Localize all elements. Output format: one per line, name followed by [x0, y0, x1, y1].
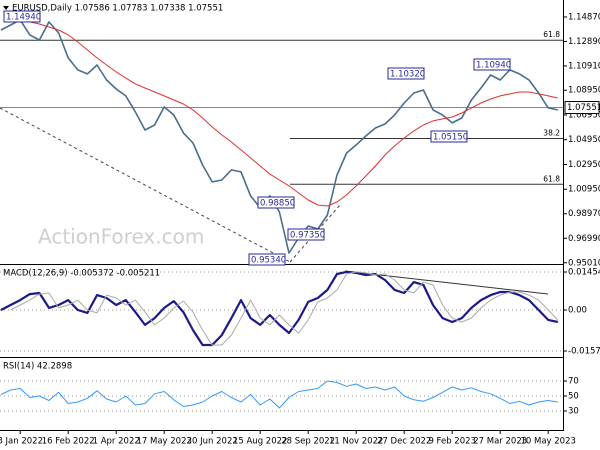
annotation-label: 1.10320: [390, 70, 425, 80]
y-tick-label: 1.10910: [568, 61, 600, 71]
y-tick-label: 0.00: [568, 306, 587, 316]
series-line: [29, 21, 558, 207]
annotation-box: [248, 253, 286, 266]
y-tick-label: 0.014549: [568, 268, 600, 278]
annotation-label: 0.95340: [251, 256, 286, 266]
annotation-box: [473, 58, 511, 71]
last-price-box: [564, 101, 600, 115]
x-tick-label: 1 Apr 2022: [93, 437, 140, 447]
y-tick-label: 1.14870: [568, 12, 600, 22]
annotation-label: 0.97350: [290, 231, 325, 241]
y-tick-label: 30: [568, 407, 579, 417]
y-tick-label: 1.04950: [568, 135, 600, 145]
y-tick-label: 0.95010: [568, 258, 600, 268]
series-line: [0, 19, 558, 254]
y-tick-label: 1.00950: [568, 185, 600, 195]
title-marker: [3, 6, 9, 10]
y-tick-label: 1.06950: [568, 110, 600, 120]
y-tick-label: 50: [568, 392, 579, 402]
panel-title: MACD(12,26,9) -0.005372 -0.005211: [3, 269, 160, 279]
series-line: [0, 270, 559, 347]
last-price-label: 1.07551: [567, 103, 600, 113]
series-line: [0, 380, 558, 409]
fib-label: 38.2: [543, 128, 560, 137]
annotation-box: [287, 228, 325, 241]
y-tick-label: 1.12890: [568, 37, 600, 47]
x-tick-label: 9 Feb 2023: [428, 437, 476, 447]
x-tick-label: 27 Dec 2022: [377, 437, 431, 447]
y-tick-label: 70: [568, 377, 579, 387]
x-tick-label: 17 May 2022: [136, 437, 191, 447]
y-tick-label: -0.015712: [568, 347, 600, 357]
y-tick-label: 0.96990: [568, 234, 600, 244]
panel-title: EURUSD,Daily 1.07586 1.07783 1.07338 1.0…: [12, 4, 223, 14]
x-tick-label: 11 Nov 2022: [329, 437, 383, 447]
annotation-label: 1.10940: [476, 61, 511, 71]
panel-title: RSI(14) 42.2898: [3, 362, 72, 372]
annotation-box: [387, 67, 425, 80]
x-tick-label: 30 Jun 2022: [187, 437, 238, 447]
x-tick-label: 10 May 2023: [520, 437, 575, 447]
annotation-label: 0.98850: [260, 199, 295, 209]
annotation-label: 1.05150: [433, 133, 468, 143]
annotation-box: [3, 10, 41, 23]
y-tick-label: 0.98970: [568, 209, 600, 219]
series-line: [10, 271, 559, 346]
watermark: ActionForex.com: [38, 225, 204, 249]
x-tick-label: 16 Feb 2022: [42, 437, 95, 447]
annotation-label: 1.14940: [6, 13, 41, 23]
fib-label: 61.8: [543, 174, 560, 183]
x-tick-label: 3 Jan 2022: [0, 437, 43, 447]
y-tick-label: 1.08950: [568, 86, 600, 96]
x-tick-label: 28 Sep 2022: [281, 437, 335, 447]
x-tick-label: 15 Aug 2022: [233, 437, 287, 447]
x-tick-label: 27 Mar 2023: [473, 437, 527, 447]
fib-label: 61.8: [543, 30, 560, 39]
y-tick-label: 1.02950: [568, 160, 600, 170]
annotation-box: [430, 130, 468, 143]
trend-line: [0, 107, 291, 263]
annotation-box: [257, 196, 295, 209]
